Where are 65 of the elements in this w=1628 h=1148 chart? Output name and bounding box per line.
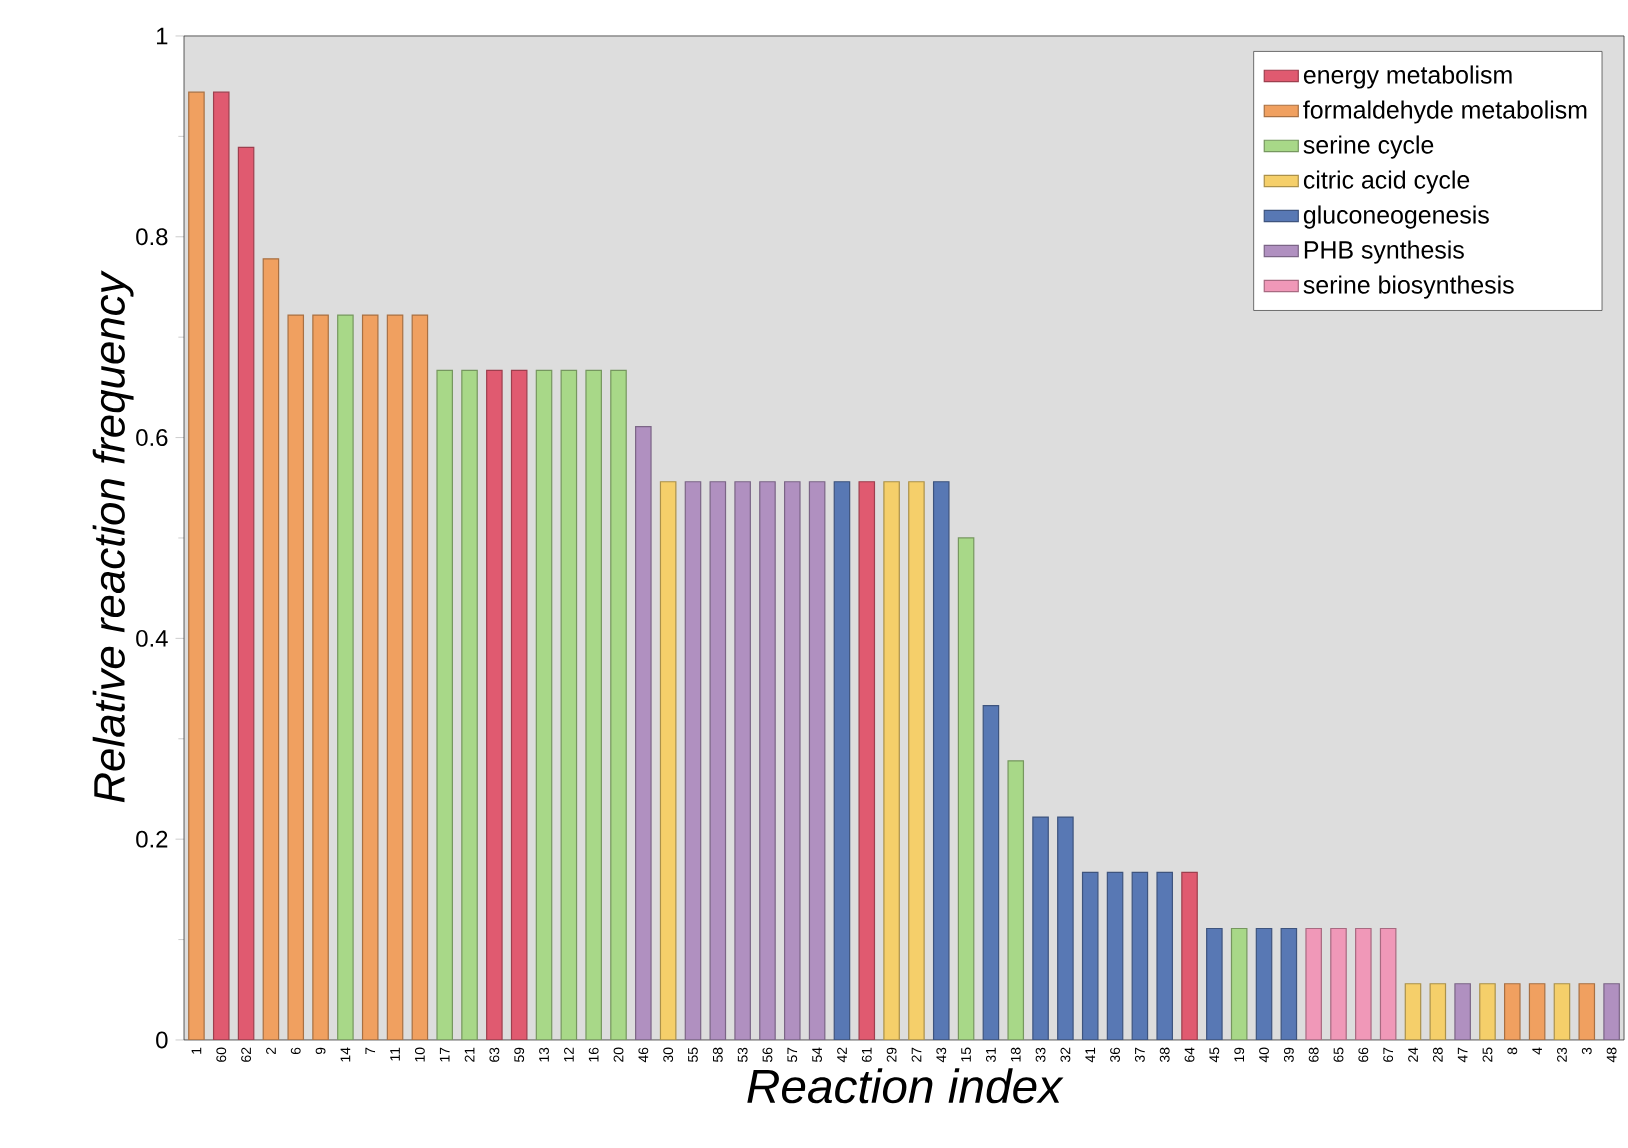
y-tick-label: 0 — [156, 1031, 168, 1049]
bar — [188, 91, 205, 1040]
legend-label: gluconeogenesis — [1303, 205, 1489, 229]
bar — [1479, 983, 1496, 1040]
bar — [1007, 760, 1025, 1040]
bar — [411, 314, 429, 1040]
bar — [709, 481, 727, 1040]
bar — [1330, 927, 1347, 1040]
bar — [337, 314, 354, 1040]
legend-label: PHB synthesis — [1304, 240, 1464, 264]
bar — [1181, 871, 1198, 1040]
bar — [1305, 927, 1322, 1040]
bar — [1156, 871, 1173, 1040]
legend-label: serine biosynthesis — [1303, 275, 1514, 299]
bar — [237, 146, 255, 1040]
bar — [386, 314, 404, 1040]
bar — [1057, 816, 1074, 1040]
bar — [610, 369, 627, 1040]
y-tick-label: 0.6 — [136, 429, 168, 447]
legend-label: citric acid cycle — [1303, 170, 1470, 194]
y-tick-label: 0.4 — [136, 629, 168, 647]
y-tick-label: 0.8 — [136, 228, 168, 246]
x-axis-title: Reaction index — [747, 1068, 1064, 1104]
legend-label: formaldehyde metabolism — [1303, 100, 1587, 124]
bar — [684, 481, 702, 1040]
bar — [932, 481, 950, 1040]
bar — [957, 537, 975, 1040]
bar — [1206, 927, 1223, 1040]
bar — [759, 481, 776, 1040]
bar — [560, 369, 578, 1040]
bar — [784, 481, 801, 1040]
bar — [585, 369, 602, 1040]
bar — [1379, 927, 1397, 1040]
y-tick-label: 1 — [156, 27, 168, 45]
bar — [1280, 927, 1298, 1040]
bar — [436, 369, 453, 1040]
legend-label: serine cycle — [1303, 135, 1434, 159]
bar — [1131, 871, 1149, 1040]
bar — [1081, 871, 1099, 1040]
bar — [833, 481, 851, 1040]
bar — [1106, 871, 1124, 1040]
bar — [461, 369, 478, 1040]
bar — [1355, 927, 1372, 1040]
bar — [659, 481, 677, 1040]
bar — [734, 481, 751, 1040]
y-tick-label: 0.2 — [136, 830, 168, 848]
bar — [361, 314, 379, 1040]
bar — [510, 369, 528, 1040]
bar — [1255, 927, 1273, 1040]
legend-label: energy metabolism — [1303, 65, 1512, 89]
bar — [287, 314, 305, 1040]
bar — [212, 91, 230, 1040]
y-axis-title: Relative reaction frequency — [92, 270, 134, 803]
bar — [1230, 927, 1248, 1040]
bar — [858, 481, 876, 1040]
bar — [908, 481, 925, 1040]
bar — [982, 705, 1000, 1040]
bar — [635, 425, 652, 1040]
bar — [1032, 816, 1049, 1040]
bar — [808, 481, 826, 1040]
bar — [262, 258, 280, 1040]
bar — [312, 314, 329, 1040]
bar — [883, 481, 900, 1040]
bar — [535, 369, 553, 1040]
bar — [486, 369, 503, 1040]
